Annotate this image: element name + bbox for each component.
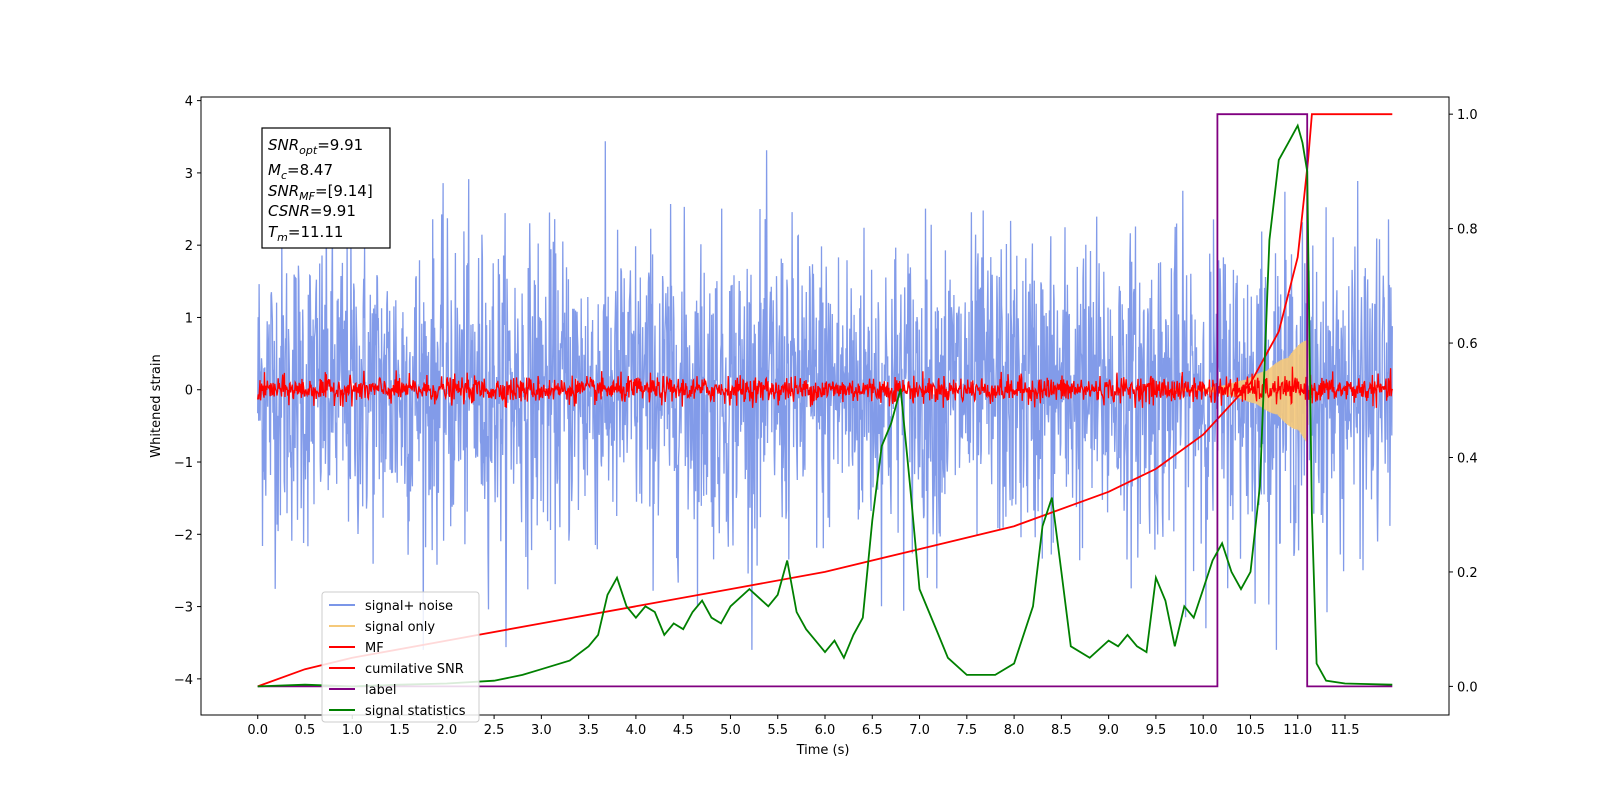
y-axis-right: 1.0 0.8 0.6 0.4 0.2 0.0 (1449, 108, 1478, 695)
y-axis-left: 4 3 2 1 0 −1 −2 −3 −4 (174, 95, 201, 688)
legend-label: label (365, 683, 396, 698)
info-tm: Tm=11.11 (268, 223, 343, 244)
x-tick-label: 8.5 (1051, 723, 1072, 738)
x-tick-label: 6.0 (815, 723, 836, 738)
x-tick-label: 1.5 (389, 723, 410, 738)
info-csnr: CSNR=9.91 (268, 202, 356, 220)
x-axis: 0.0 0.5 1.0 1.5 2.0 2.5 3.0 3.5 4.0 4.5 5.0 5.5 6.0 6… (247, 715, 1359, 738)
x-tick-label: 5.5 (767, 723, 788, 738)
x-tick-label: 11.0 (1283, 723, 1312, 738)
y-tick-label: −3 (174, 601, 193, 616)
y2-tick-label: 0.0 (1457, 680, 1478, 695)
y-tick-label: −4 (174, 673, 193, 688)
x-tick-label: 0.5 (295, 723, 316, 738)
x-tick-label: 5.0 (720, 723, 741, 738)
y-tick-label: 0 (185, 384, 193, 399)
y-tick-label: 3 (185, 167, 193, 182)
series-label (257, 113, 1393, 688)
legend-label: signal statistics (365, 704, 466, 719)
x-axis-label: Time (s) (796, 743, 850, 758)
info-box: SNRopt=9.91 Mc=8.47 SNRMF=[9.14] CSNR=9.… (261, 127, 391, 249)
x-tick-label: 2.0 (436, 723, 457, 738)
y-tick-label: 4 (185, 95, 193, 110)
x-tick-label: 9.5 (1146, 723, 1167, 738)
x-tick-label: 6.5 (862, 723, 883, 738)
y2-tick-label: 0.2 (1457, 566, 1478, 581)
y2-tick-label: 1.0 (1457, 108, 1478, 123)
x-tick-label: 4.5 (673, 723, 694, 738)
info-snr-opt: SNRopt=9.91 (268, 136, 363, 157)
y-tick-label: 2 (185, 239, 193, 254)
x-tick-label: 3.0 (531, 723, 552, 738)
x-tick-label: 1.0 (342, 723, 363, 738)
y-axis-label: Whitened strain (149, 354, 164, 457)
x-tick-label: 0.0 (247, 723, 268, 738)
x-tick-label: 10.0 (1189, 723, 1218, 738)
x-tick-label: 4.0 (626, 723, 647, 738)
series-mf (257, 366, 1393, 408)
y2-tick-label: 0.4 (1457, 452, 1478, 467)
x-tick-label: 8.0 (1004, 723, 1025, 738)
y2-tick-label: 0.8 (1457, 223, 1478, 238)
x-tick-label: 3.5 (578, 723, 599, 738)
y-tick-label: −2 (174, 528, 193, 543)
x-tick-label: 10.5 (1236, 723, 1265, 738)
x-tick-label: 7.5 (956, 723, 977, 738)
x-tick-label: 2.5 (484, 723, 505, 738)
x-tick-label: 7.0 (909, 723, 930, 738)
legend: signal+ noise signal only MF cumilative SNR… (321, 591, 480, 723)
legend-label: signal only (365, 620, 435, 635)
legend-label: cumilative SNR (365, 662, 464, 677)
legend-label: MF (365, 641, 384, 656)
info-mc: Mc=8.47 (268, 161, 333, 182)
y2-tick-label: 0.6 (1457, 337, 1478, 352)
series-signal-statistics (257, 123, 1393, 688)
y-tick-label: 1 (185, 311, 193, 326)
x-tick-label: 11.5 (1331, 723, 1360, 738)
legend-label: signal+ noise (365, 599, 453, 614)
info-snr-mf: SNRMF=[9.14] (268, 182, 373, 203)
y-tick-label: −1 (174, 456, 193, 471)
x-tick-label: 9.0 (1098, 723, 1119, 738)
